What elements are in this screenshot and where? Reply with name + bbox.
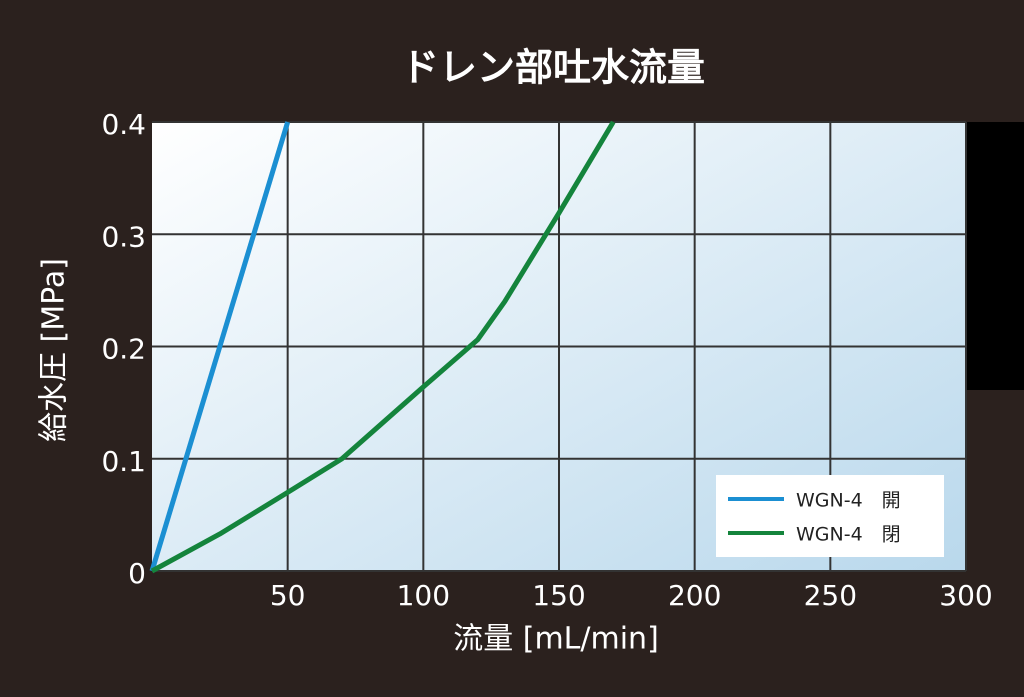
y-tick-label: 0.3 [101, 220, 146, 253]
y-tick-label: 0.1 [101, 445, 146, 478]
chart-title: ドレン部吐水流量 [401, 46, 705, 90]
y-axis-label: 給水圧 [MPa] [37, 258, 72, 442]
x-tick-label: 150 [532, 579, 585, 612]
x-tick-label: 50 [270, 579, 306, 612]
x-tick-label: 250 [804, 579, 857, 612]
x-tick-label: 300 [939, 579, 992, 612]
line [149, 121, 291, 572]
y-tick-label: 0.2 [101, 333, 146, 366]
decoration [966, 122, 1024, 390]
x-tick-label: 100 [397, 579, 450, 612]
x-tick-label: 200 [668, 579, 721, 612]
y-tick-label: 0 [128, 557, 146, 590]
y-tick-label: 0.4 [101, 108, 146, 141]
legend-box [716, 475, 944, 557]
x-axis-label: 流量 [mL/min] [453, 622, 659, 657]
line [150, 120, 616, 574]
legend-label: WGN-4 閉 [796, 524, 901, 546]
legend-label: WGN-4 開 [796, 490, 901, 512]
